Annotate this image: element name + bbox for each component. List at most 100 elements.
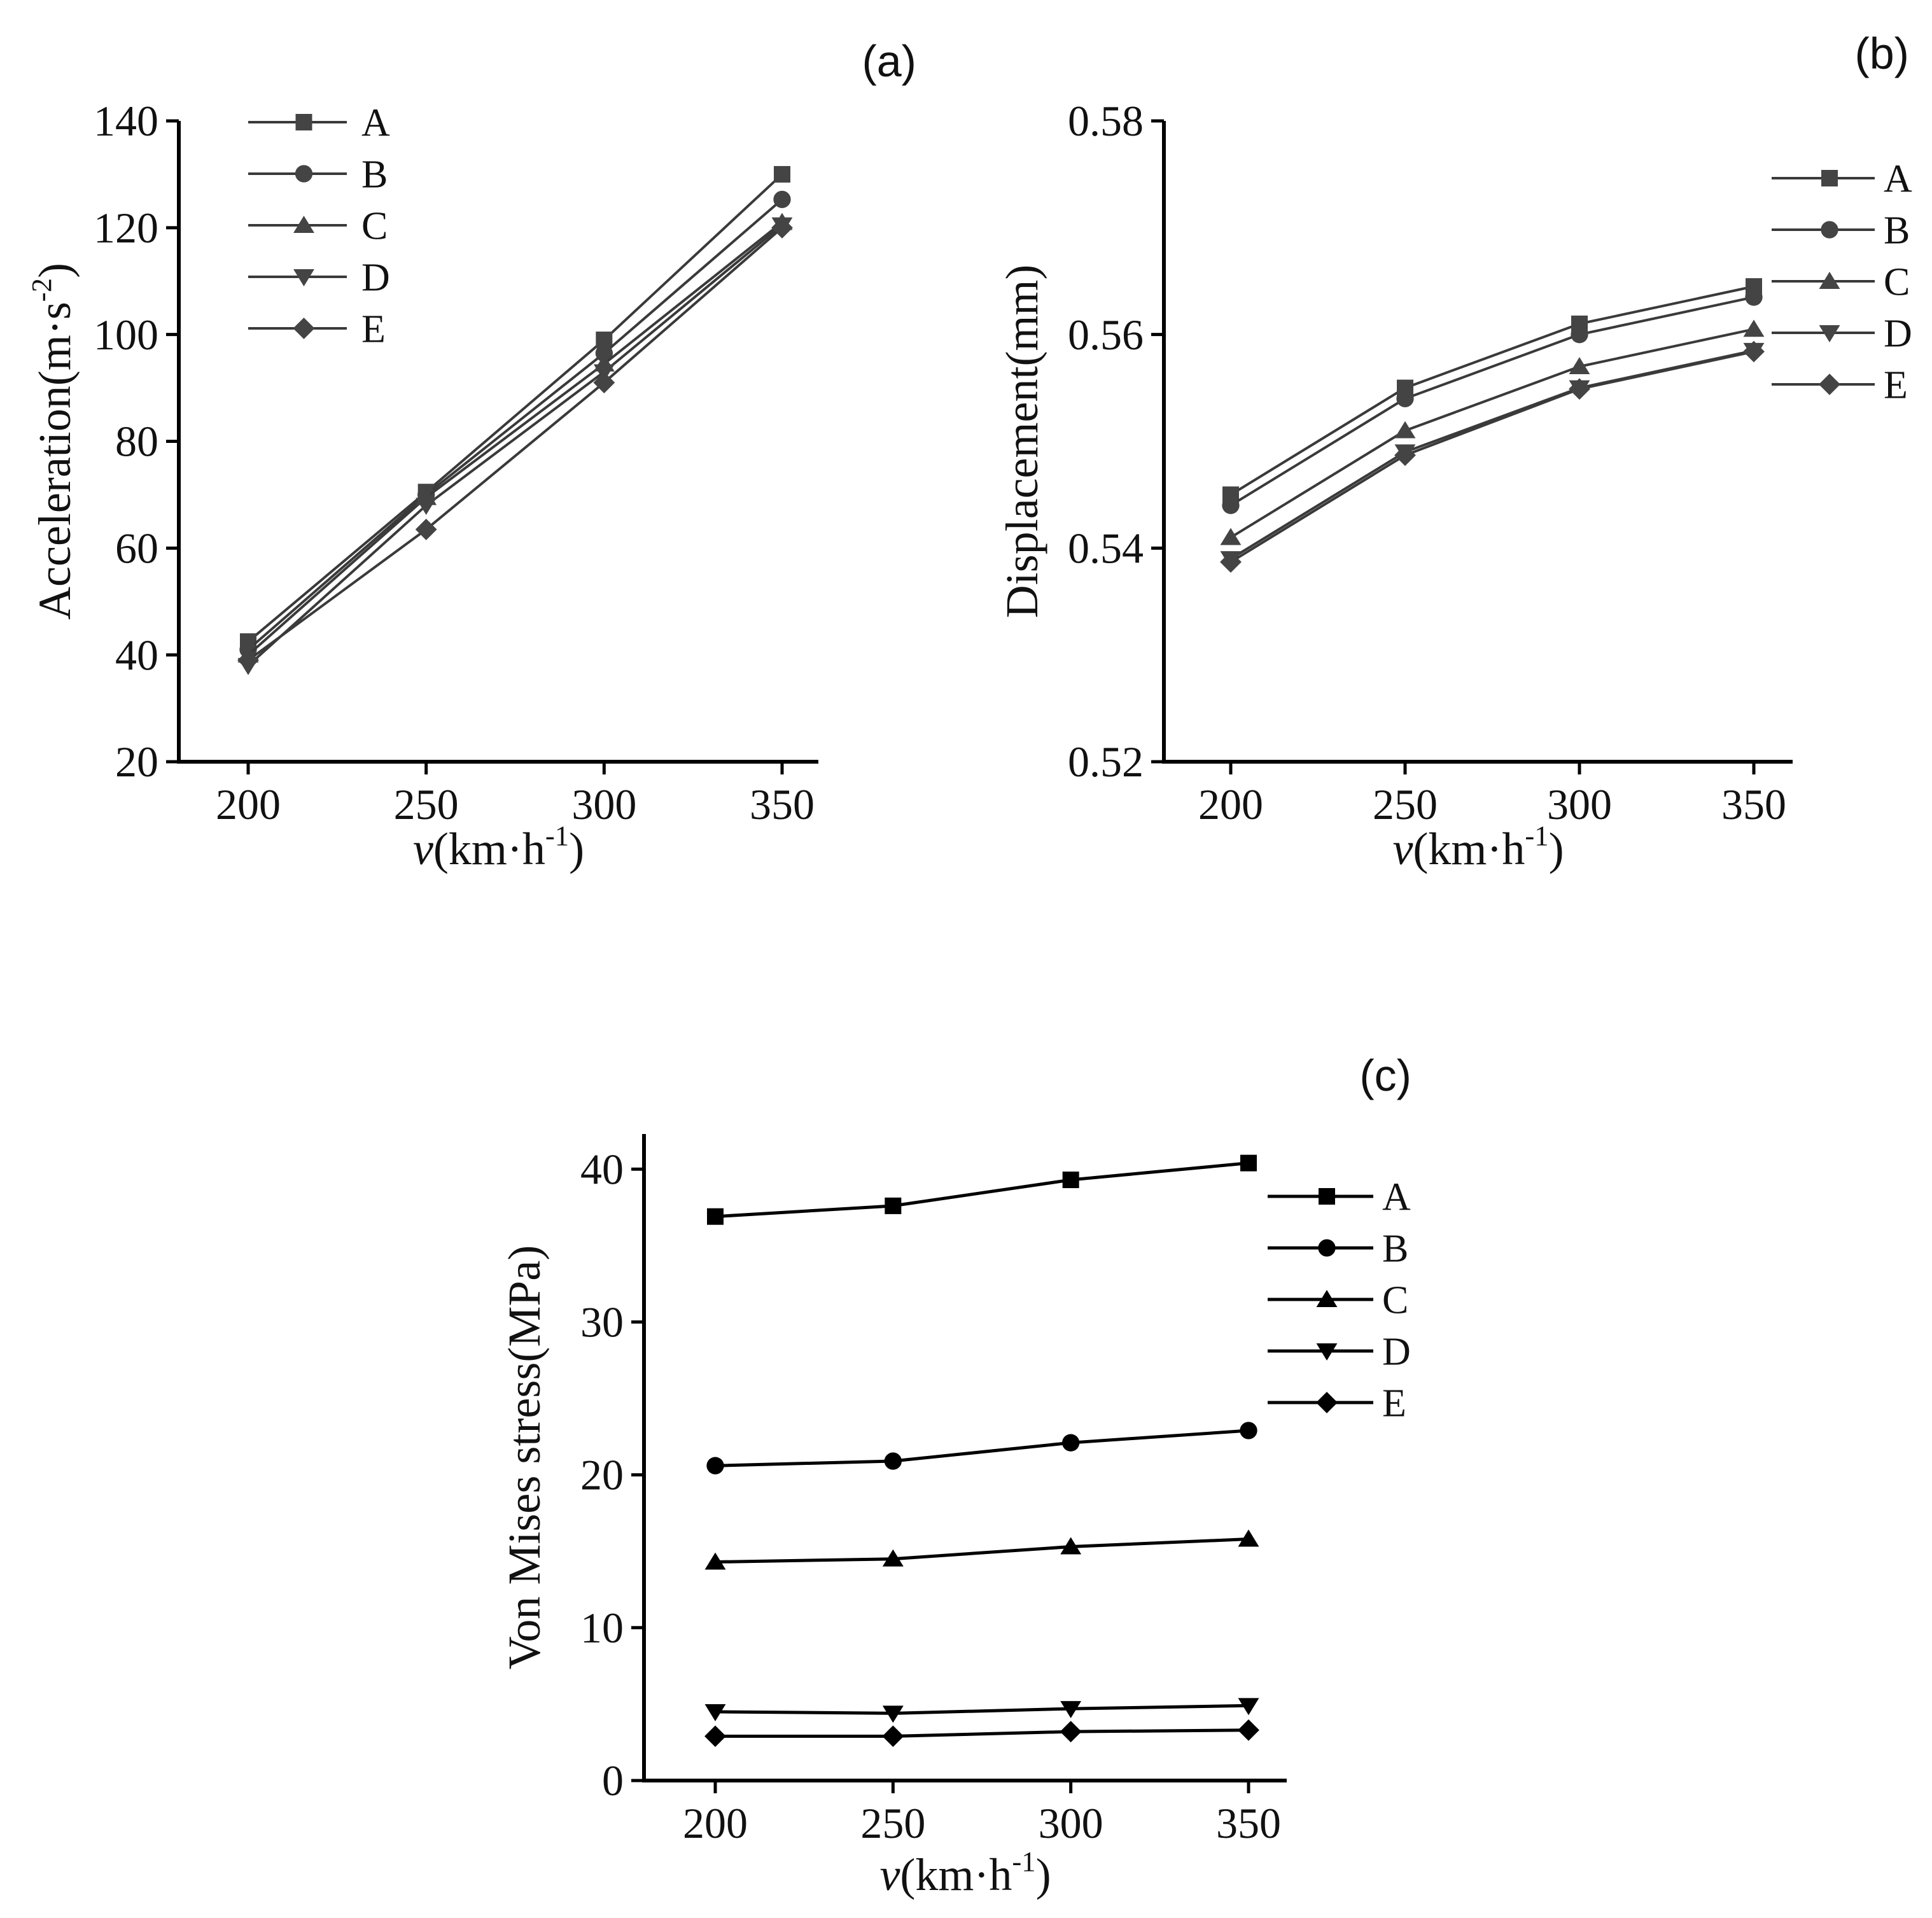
legend-item-D: D — [248, 256, 390, 300]
y-tick-label: 40 — [580, 1145, 624, 1193]
legend-label: E — [361, 308, 386, 351]
series-line — [715, 1429, 1249, 1467]
legend-marker — [293, 318, 315, 339]
data-point — [706, 1457, 724, 1474]
series-E — [237, 216, 793, 671]
y-tick-label: 30 — [580, 1298, 624, 1347]
data-point — [1220, 551, 1242, 573]
series-C — [704, 1529, 1259, 1570]
legend-marker — [1316, 1392, 1338, 1413]
x-axis-label-tail: ) — [1549, 823, 1564, 874]
x-tick-label: 250 — [394, 780, 459, 829]
y-tick-label: 20 — [115, 738, 158, 786]
data-point — [1240, 1154, 1257, 1172]
data-point — [1060, 1701, 1082, 1719]
x-tick-label: 250 — [1373, 780, 1438, 829]
data-point — [415, 519, 437, 540]
data-point — [1238, 1719, 1259, 1741]
legend-item-D: D — [1268, 1331, 1411, 1374]
series-line — [715, 1728, 1249, 1738]
data-point — [704, 1552, 726, 1570]
y-axis-label-text: Displacement(mm) — [997, 265, 1047, 619]
data-point — [1743, 340, 1765, 363]
x-axis-label-sup: -1 — [1525, 820, 1548, 851]
series-line — [1229, 285, 1754, 496]
legend-item-E: E — [248, 308, 386, 351]
data-point — [593, 372, 615, 394]
series-line — [1229, 328, 1754, 539]
data-point — [1062, 1172, 1079, 1189]
data-point — [1394, 444, 1416, 466]
legend-item-B: B — [248, 153, 388, 197]
legend-item-B: B — [1268, 1228, 1408, 1271]
data-point — [884, 1452, 902, 1470]
legend-marker — [1318, 1239, 1336, 1257]
series-E — [704, 1719, 1259, 1747]
series-D — [704, 1698, 1259, 1723]
x-tick-label: 250 — [860, 1799, 925, 1847]
legend-marker — [1821, 170, 1838, 186]
y-axis-label: Acceleration(m·s-2) — [25, 263, 80, 620]
y-tick-label: 140 — [94, 97, 158, 145]
x-axis-label-tail: ) — [1036, 1849, 1051, 1900]
x-tick-label: 300 — [1039, 1799, 1103, 1847]
series-C — [1220, 319, 1765, 545]
legend-marker — [293, 269, 314, 286]
panel-label: (a) — [862, 36, 916, 86]
series-line — [715, 1161, 1249, 1219]
legend-label: B — [1884, 209, 1910, 253]
data-point — [882, 1725, 904, 1747]
series-line — [1229, 295, 1754, 507]
legend-marker — [1319, 1188, 1335, 1205]
y-tick-label: 0.54 — [1068, 524, 1144, 572]
y-tick-label: 0 — [602, 1756, 624, 1805]
legend-label: E — [1382, 1382, 1406, 1425]
data-point — [1569, 378, 1590, 400]
data-point — [1571, 326, 1588, 344]
data-point — [1240, 1422, 1257, 1439]
legend-marker — [1819, 325, 1840, 342]
y-axis-label-text: Von Mises stress(MPa) — [499, 1245, 550, 1670]
series-line — [247, 227, 783, 662]
data-point — [1396, 389, 1414, 408]
legend-marker — [1821, 221, 1838, 239]
legend-item-A: A — [248, 102, 390, 145]
data-point — [1569, 357, 1590, 374]
legend-item-C: C — [1268, 1279, 1408, 1322]
y-axis-label: Von Mises stress(MPa) — [499, 1245, 550, 1670]
series-line — [247, 173, 783, 643]
x-tick-label: 300 — [1547, 780, 1612, 829]
series-line — [247, 224, 783, 667]
data-point — [237, 649, 259, 671]
y-tick-label: 120 — [94, 204, 158, 252]
legend-marker — [295, 165, 313, 183]
y-tick-label: 20 — [580, 1451, 624, 1499]
legend-marker — [1819, 374, 1840, 395]
x-tick-label: 200 — [683, 1799, 748, 1847]
data-point — [882, 1549, 904, 1567]
data-point — [1060, 1537, 1082, 1555]
y-axis-label-text: Acceleration(m·s — [29, 302, 80, 620]
legend-marker — [1316, 1343, 1338, 1361]
data-point — [704, 1725, 726, 1747]
x-axis-label-var: v — [413, 823, 433, 874]
legend-label: B — [361, 153, 388, 197]
data-point — [1745, 288, 1763, 306]
x-axis-label-unit: (km·h — [1413, 823, 1525, 874]
y-tick-label: 10 — [580, 1604, 624, 1652]
series-line — [715, 1704, 1249, 1715]
legend-item-B: B — [1772, 209, 1910, 253]
x-tick-label: 350 — [1216, 1799, 1281, 1847]
legend-marker — [1316, 1290, 1338, 1307]
series-A — [707, 1154, 1257, 1225]
data-point — [885, 1197, 902, 1214]
legend-item-C: C — [248, 205, 388, 248]
series-line — [247, 198, 783, 651]
x-axis-label: v(km·h-1) — [413, 820, 584, 874]
y-tick-label: 0.58 — [1068, 97, 1144, 145]
legend-marker — [295, 114, 312, 130]
x-axis-label-var: v — [879, 1849, 900, 1900]
